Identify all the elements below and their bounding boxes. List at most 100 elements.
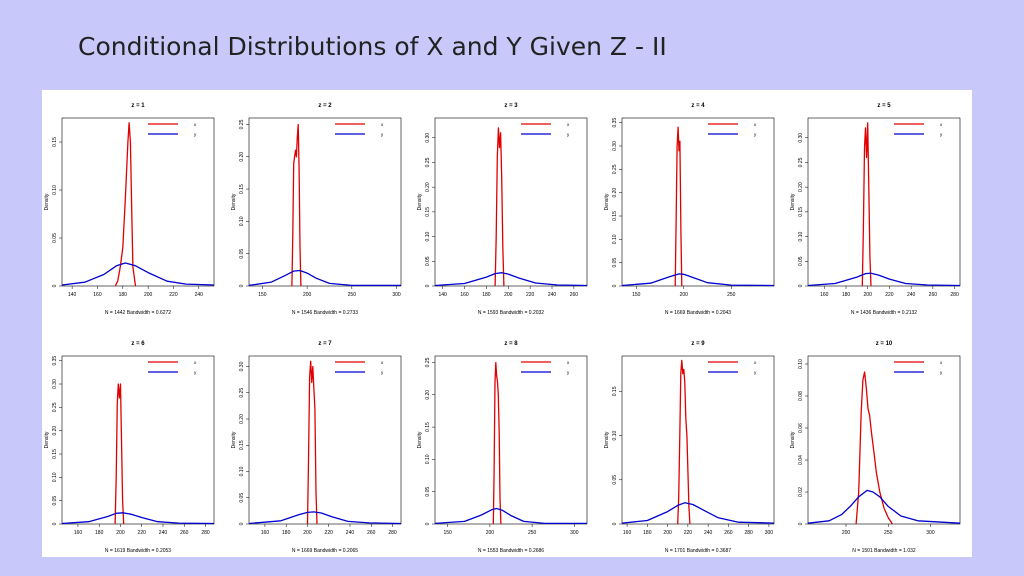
x-tick-label: 160 — [623, 530, 632, 536]
x-tick-label: 260 — [180, 530, 189, 536]
y-axis-label: Density — [231, 431, 237, 448]
x-tick-label: 250 — [528, 530, 537, 536]
legend-label-y: y — [194, 370, 197, 375]
density-chart-7: z = 7 160 180 200 220 240 260 280 0 0.05 0.10 0.15 0… — [231, 341, 402, 554]
y-tick-label: 0.15 — [52, 449, 58, 459]
legend-label-y: y — [381, 132, 384, 137]
y-tick-label: 0.05 — [798, 256, 804, 266]
y-tick-label: 0.30 — [798, 133, 804, 143]
y-tick-label: 0.06 — [798, 423, 804, 433]
x-tick-label: 150 — [258, 292, 267, 298]
chart-title: z = 4 — [691, 103, 705, 109]
x-tick-label: 200 — [663, 530, 672, 536]
chart-subtitle: N = 1701 Bandwidth = 0.3687 — [665, 548, 731, 554]
chart-title: z = 3 — [504, 103, 518, 109]
density-line-y — [621, 502, 775, 524]
x-tick-label: 200 — [680, 292, 689, 298]
y-tick-label: 0.10 — [425, 232, 431, 242]
y-tick-label: 0.10 — [612, 234, 618, 244]
y-tick-label: 0.15 — [425, 207, 431, 217]
chart-title: z = 7 — [318, 341, 332, 347]
legend-label-x: x — [567, 122, 570, 127]
density-chart-10: z = 10 200 250 300 0 0.02 0.04 0.06 0.08 0.10 Dens… — [790, 341, 961, 554]
x-tick-label: 200 — [303, 530, 312, 536]
y-tick-label: 0.10 — [612, 430, 618, 440]
x-tick-label: 280 — [388, 530, 397, 536]
y-tick-label: 0.05 — [612, 475, 618, 485]
chart-subtitle: N = 1553 Bandwidth = 0.2686 — [478, 548, 544, 554]
y-tick-label: 0.25 — [612, 164, 618, 174]
x-tick-label: 300 — [765, 530, 774, 536]
x-tick-label: 260 — [929, 292, 938, 298]
x-tick-label: 180 — [643, 530, 652, 536]
y-tick-label: 0.20 — [239, 152, 245, 162]
x-tick-label: 220 — [138, 530, 147, 536]
x-tick-label: 180 — [95, 530, 104, 536]
chart-subtitle: N = 1593 Bandwidth = 0.2032 — [478, 310, 544, 316]
chart-title: z = 5 — [877, 103, 891, 109]
x-tick-label: 200 — [864, 292, 873, 298]
y-tick-label: 0.25 — [425, 157, 431, 167]
y-tick-label: 0.05 — [239, 249, 245, 259]
x-tick-label: 240 — [346, 530, 355, 536]
legend-label-y: y — [940, 370, 943, 375]
y-tick-label: 0.25 — [239, 119, 245, 129]
x-tick-label: 180 — [282, 530, 291, 536]
chart-subtitle: N = 1546 Bandwidth = 0.2733 — [292, 310, 358, 316]
legend-label-y: y — [381, 370, 384, 375]
density-line-x — [114, 122, 137, 287]
y-tick-label: 0 — [798, 522, 804, 525]
density-line-x — [494, 127, 505, 287]
y-axis-label: Density — [604, 193, 610, 210]
plot-frame — [621, 117, 775, 287]
legend-label-y: y — [567, 132, 570, 137]
y-tick-label: 0.20 — [425, 182, 431, 192]
plot-frame — [621, 355, 775, 525]
y-tick-label: 0.35 — [612, 118, 618, 128]
x-tick-label: 160 — [460, 292, 469, 298]
legend-label-y: y — [567, 370, 570, 375]
x-tick-label: 220 — [526, 292, 535, 298]
y-tick-label: 0.10 — [798, 232, 804, 242]
y-tick-label: 0.25 — [798, 157, 804, 167]
plot-frame — [61, 355, 215, 525]
y-axis-label: Density — [231, 193, 237, 210]
y-tick-label: 0 — [798, 284, 804, 287]
chart-title: z = 2 — [318, 103, 332, 109]
x-tick-label: 240 — [907, 292, 916, 298]
x-tick-label: 280 — [950, 292, 959, 298]
density-line-y — [248, 269, 401, 287]
x-tick-label: 250 — [348, 292, 357, 298]
y-axis-label: Density — [790, 431, 796, 448]
plot-frame — [807, 117, 961, 287]
y-tick-label: 0.15 — [425, 422, 431, 432]
chart-title: z = 1 — [131, 103, 145, 109]
x-tick-label: 160 — [261, 530, 270, 536]
density-line-x — [492, 361, 502, 525]
density-chart-1: z = 1 140 160 180 200 220 240 0 0.05 0.10 0.15 Dens… — [44, 103, 215, 316]
x-tick-label: 300 — [926, 530, 935, 536]
x-tick-label: 140 — [438, 292, 447, 298]
y-tick-label: 0 — [425, 522, 431, 525]
density-line-x — [677, 359, 691, 525]
density-line-y — [807, 489, 961, 524]
x-tick-label: 160 — [93, 292, 102, 298]
y-tick-label: 0.15 — [798, 207, 804, 217]
density-chart-8: z = 8 150 200 250 300 0 0.05 0.10 0.15 0.20 0.25 De… — [417, 341, 588, 554]
plot-frame — [434, 117, 588, 287]
legend-label-x: x — [567, 360, 570, 365]
x-tick-label: 300 — [570, 530, 579, 536]
y-tick-label: 0.20 — [798, 182, 804, 192]
y-tick-label: 0.10 — [52, 472, 58, 482]
legend-label-y: y — [940, 132, 943, 137]
y-tick-label: 0 — [425, 284, 431, 287]
y-tick-label: 0.10 — [52, 185, 58, 195]
legend-label-x: x — [940, 360, 943, 365]
density-chart-6: z = 6 160 180 200 220 240 260 280 0 0.05 0.10 0.15 0… — [44, 341, 215, 554]
density-plots-grid: z = 1 140 160 180 200 220 240 0 0.05 0.10 0.15 Dens… — [44, 103, 961, 554]
density-line-y — [248, 511, 402, 525]
y-tick-label: 0.20 — [425, 390, 431, 400]
x-tick-label: 200 — [144, 292, 153, 298]
y-tick-label: 0.05 — [239, 493, 245, 503]
y-tick-label: 0.10 — [239, 216, 245, 226]
